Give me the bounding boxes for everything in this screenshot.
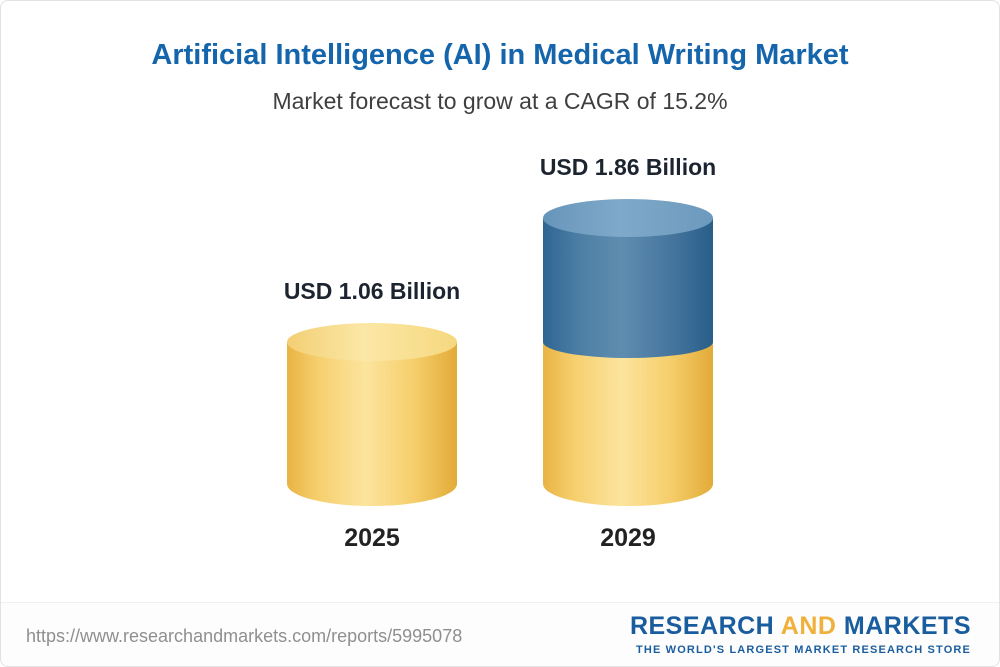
- value-label-2029: USD 1.86 Billion: [539, 153, 717, 180]
- research-and-markets-logo: RESEARCH AND MARKETS THE WORLD'S LARGEST…: [630, 612, 971, 656]
- cylinder-cap-2025: [287, 322, 457, 361]
- cylinder-segment-2029-base: [543, 341, 713, 506]
- cylinder-2029: [543, 198, 713, 506]
- logo-word-markets: MARKETS: [843, 612, 971, 640]
- chart-subtitle: Market forecast to grow at a CAGR of 15.…: [272, 88, 728, 114]
- logo-tagline: THE WORLD'S LARGEST MARKET RESEARCH STOR…: [636, 644, 971, 656]
- value-label-2025: USD 1.06 Billion: [283, 277, 461, 304]
- cylinder-cap-2029: [543, 198, 713, 237]
- cylinder-segment-2029-growth: [543, 217, 713, 358]
- year-label-2029: 2029: [600, 524, 656, 552]
- footer: https://www.researchandmarkets.com/repor…: [1, 602, 999, 666]
- chart-plot-area: USD 1.06 Billion 2025 USD 1.86 Billion 2…: [1, 129, 999, 554]
- logo-word-and: AND: [780, 612, 837, 640]
- logo-word-research: RESEARCH: [629, 612, 775, 640]
- report-url: https://www.researchandmarkets.com/repor…: [26, 626, 463, 646]
- bar-group-2029: USD 1.86 Billion 2029: [528, 154, 728, 554]
- cylinder-segment-2025-base: [287, 341, 457, 506]
- logo-wordmark: RESEARCH AND MARKETS: [630, 612, 971, 641]
- year-label-2025: 2025: [344, 524, 400, 552]
- cylinder-2025: [287, 322, 457, 506]
- chart-title: Artificial Intelligence (AI) in Medical …: [151, 39, 849, 71]
- bar-group-2025: USD 1.06 Billion 2025: [272, 278, 472, 554]
